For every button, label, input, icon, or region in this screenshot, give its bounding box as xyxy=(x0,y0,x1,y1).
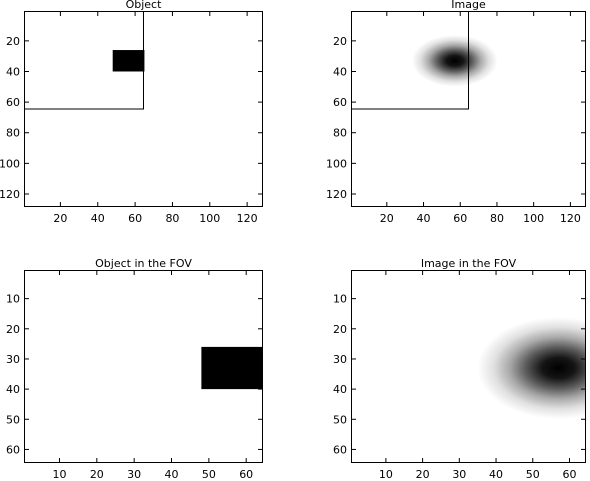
x-tick-label: 80 xyxy=(165,212,179,225)
x-tick-label: 30 xyxy=(127,468,141,481)
x-tick-label: 40 xyxy=(165,468,179,481)
subplot-object: Object 20 40 60 80 100 120 20 40 60 80 100 120 xyxy=(0,0,263,225)
axes-frame xyxy=(24,270,263,463)
x-tick-label: 10 xyxy=(52,468,66,481)
y-tick-label: 60 xyxy=(333,96,347,109)
blurred-spot xyxy=(477,317,586,419)
axes-frame xyxy=(24,11,263,207)
y-tick-label: 40 xyxy=(6,383,20,396)
x-tick-label: 30 xyxy=(452,468,466,481)
x-tick-label: 60 xyxy=(128,212,142,225)
y-tick-label: 50 xyxy=(6,413,20,426)
y-tick-label: 80 xyxy=(333,127,347,140)
subplot-object-in-fov: Object in the FOV 10 20 30 40 50 60 10 20 30 40 50 6… xyxy=(6,257,263,481)
x-tick-label: 20 xyxy=(380,212,394,225)
x-tick-label: 20 xyxy=(416,468,430,481)
chart-title: Object xyxy=(126,0,163,11)
y-tick-label: 60 xyxy=(6,96,20,109)
x-tick-label: 50 xyxy=(526,468,540,481)
chart-title: Object in the FOV xyxy=(95,257,192,270)
x-tick-label: 120 xyxy=(237,212,258,225)
x-tick-label: 20 xyxy=(90,468,104,481)
x-tick-label: 100 xyxy=(523,212,544,225)
y-tick-label: 30 xyxy=(6,353,20,366)
axes-frame xyxy=(351,270,586,463)
x-tick-label: 60 xyxy=(562,468,576,481)
fov-outline xyxy=(351,11,469,110)
x-tick-label: 100 xyxy=(199,212,220,225)
image-layer xyxy=(351,11,498,110)
x-tick-label: 60 xyxy=(453,212,467,225)
chart-title: Image in the FOV xyxy=(421,257,517,270)
blurred-spot xyxy=(411,34,498,87)
x-tick-label: 20 xyxy=(53,212,67,225)
y-tick-label: 60 xyxy=(6,443,20,456)
chart-title: Image xyxy=(451,0,486,11)
x-tick-label: 80 xyxy=(490,212,504,225)
image-layer xyxy=(24,11,145,110)
axes-frame xyxy=(351,11,586,207)
y-tick-label: 40 xyxy=(333,383,347,396)
x-tick-label: 40 xyxy=(417,212,431,225)
y-tick-label: 20 xyxy=(333,35,347,48)
y-tick-label: 10 xyxy=(6,293,20,306)
y-tick-label: 40 xyxy=(6,65,20,78)
y-tick-label: 10 xyxy=(333,293,347,306)
subplot-image: Image 20 40 60 80 100 120 20 40 60 80 100 120 xyxy=(326,0,586,225)
y-tick-label: 100 xyxy=(0,157,20,170)
x-tick-label: 40 xyxy=(91,212,105,225)
x-tick-label: 60 xyxy=(239,468,253,481)
y-tick-label: 120 xyxy=(0,188,20,201)
y-tick-label: 20 xyxy=(6,323,20,336)
image-layer xyxy=(201,346,263,390)
object-block xyxy=(112,50,145,72)
y-tick-label: 50 xyxy=(333,413,347,426)
image-layer xyxy=(477,317,586,419)
fov-outline xyxy=(24,11,144,110)
x-tick-label: 120 xyxy=(560,212,581,225)
y-tick-label: 30 xyxy=(333,353,347,366)
x-tick-label: 10 xyxy=(379,468,393,481)
y-tick-label: 100 xyxy=(326,157,347,170)
y-tick-label: 20 xyxy=(6,35,20,48)
y-tick-label: 60 xyxy=(333,443,347,456)
y-tick-label: 40 xyxy=(333,65,347,78)
x-tick-label: 40 xyxy=(489,468,503,481)
subplot-image-in-fov: Image in the FOV 10 20 30 40 50 60 10 20 30 40 50 60 xyxy=(333,257,586,481)
x-tick-label: 50 xyxy=(202,468,216,481)
y-tick-label: 120 xyxy=(326,188,347,201)
y-tick-label: 20 xyxy=(333,323,347,336)
object-block xyxy=(201,346,263,390)
y-tick-label: 80 xyxy=(6,127,20,140)
